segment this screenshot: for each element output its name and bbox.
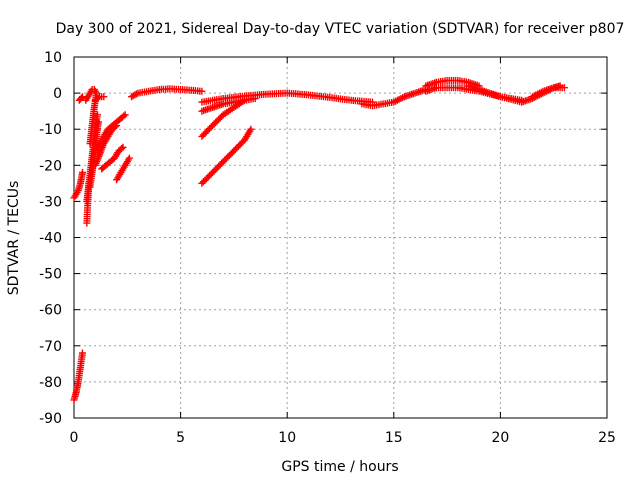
data-point-markers (75, 93, 86, 104)
data-track (91, 93, 108, 104)
data-point-markers (198, 89, 376, 106)
x-tick-label: 0 (70, 430, 79, 446)
data-track (82, 86, 100, 104)
data-track (528, 84, 568, 101)
data-point-markers (100, 111, 129, 140)
x-axis-label: GPS time / hours (281, 459, 398, 475)
data-track (70, 349, 86, 404)
data-point-markers (98, 143, 127, 173)
data-track (113, 154, 133, 184)
data-track (100, 111, 129, 140)
x-tick-label: 25 (598, 430, 616, 446)
data-point-markers (358, 86, 430, 110)
y-tick-label: -80 (39, 375, 62, 391)
y-tick-label: -20 (39, 158, 62, 174)
data-point-markers (113, 154, 133, 184)
data-track (422, 77, 483, 90)
data-point-markers (82, 86, 100, 104)
y-tick-label: -60 (39, 303, 62, 319)
data-track (358, 86, 430, 110)
data-point-markers (70, 349, 86, 404)
data-point-markers (198, 95, 259, 115)
y-tick-label: -40 (39, 231, 62, 247)
data-marks (70, 77, 568, 404)
data-point-markers (91, 93, 108, 104)
y-axis-tick-labels: 10 0 -10 -20 -30 -40 -50 -60 -70 -80 -90 (39, 50, 62, 427)
x-tick-label: 20 (491, 430, 509, 446)
grid (74, 57, 607, 418)
data-track (98, 143, 127, 173)
plot-frame (73, 56, 608, 419)
data-point-markers (422, 77, 483, 90)
data-point-markers (464, 82, 526, 104)
data-point-markers (198, 125, 255, 187)
y-axis-label: SDTVAR / TECUs (6, 181, 22, 296)
x-axis-tick-labels: 0 5 10 15 20 25 (70, 430, 616, 446)
data-track (75, 93, 86, 104)
y-tick-label: -70 (39, 339, 62, 355)
y-tick-label: -50 (39, 267, 62, 283)
chart-title: Day 300 of 2021, Sidereal Day-to-day VTE… (56, 21, 625, 37)
data-point-markers (70, 169, 86, 202)
y-tick-label: 0 (53, 86, 62, 102)
data-track (128, 85, 206, 101)
y-tick-label: -30 (39, 194, 62, 210)
x-tick-label: 5 (176, 430, 185, 446)
data-track (70, 169, 86, 202)
data-track (198, 125, 255, 187)
data-point-markers (128, 85, 206, 101)
y-tick-label: -10 (39, 122, 62, 138)
x-tick-label: 10 (278, 430, 296, 446)
x-tick-label: 15 (385, 430, 403, 446)
data-track (198, 89, 376, 106)
y-tick-label: 10 (44, 50, 62, 66)
data-track (464, 82, 526, 104)
y-tick-label: -90 (39, 411, 62, 427)
data-track (198, 95, 259, 115)
data-point-markers (528, 84, 568, 101)
